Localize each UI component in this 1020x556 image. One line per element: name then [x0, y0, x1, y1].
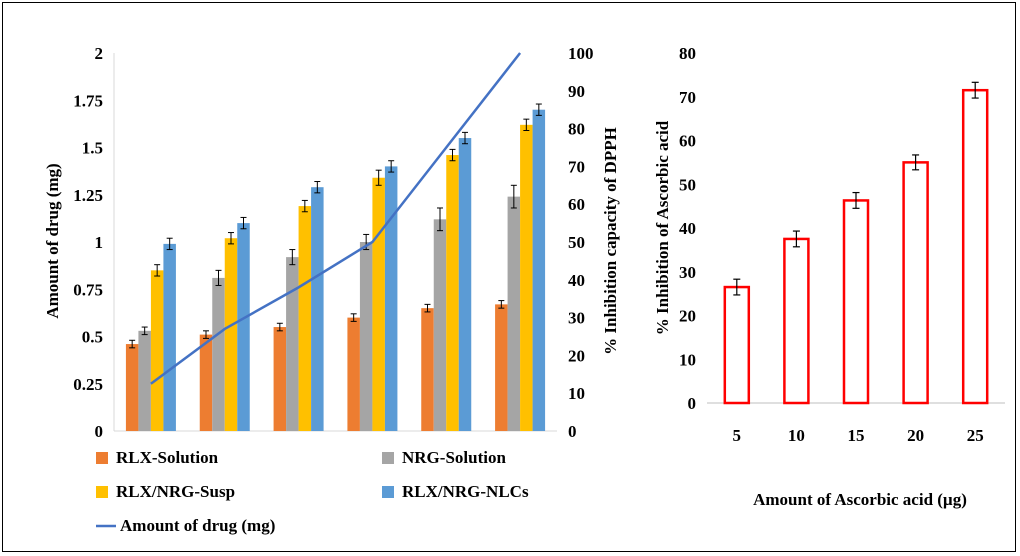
left-y2-tick-label: 0	[568, 422, 577, 441]
bar-nrg-solution	[286, 257, 299, 431]
right-y-tick-label: 40	[679, 219, 696, 238]
bar-rlx-solution	[421, 308, 434, 431]
right-bar	[783, 237, 810, 405]
left-y-tick-label: 1	[95, 233, 104, 252]
bar-rlx-solution	[495, 304, 508, 431]
right-x-tick-label: 25	[967, 426, 984, 445]
bar-nrg-solution	[359, 242, 373, 431]
legend-label: RLX/NRG-Susp	[116, 482, 235, 501]
right-x-tick-label: 20	[907, 426, 924, 445]
left-y2-tick-label: 60	[568, 195, 585, 214]
bar-rlx-nrg-nlcs	[384, 166, 398, 431]
bar-rlx-nrg-susp	[372, 177, 385, 431]
bar-rlx-solution	[347, 317, 360, 431]
right-bar	[842, 199, 870, 405]
bar-rlx-nrg-susp	[520, 124, 533, 431]
line-amount-of-drug	[150, 52, 522, 385]
bar-rlx-nrg-susp	[446, 155, 459, 431]
right-y-tick-label: 70	[679, 88, 696, 107]
bar-nrg-solution	[212, 277, 225, 431]
legend-label: RLX-Solution	[116, 448, 219, 467]
left-y2-tick-label: 40	[568, 271, 585, 290]
left-y-tick-label: 0.75	[73, 280, 103, 299]
right-bar	[723, 285, 751, 405]
bar-rlx-nrg-susp	[224, 238, 238, 431]
left-chart: 0 0.25 0.5 0.75 1 1.25 1.5 1.75 2 0 10 20 30 40 50 60 7…	[43, 44, 620, 535]
bar-rlx-nrg-nlcs	[163, 243, 176, 431]
right-x-tick-label: 15	[848, 426, 865, 445]
left-y-tick-label: 0.25	[73, 375, 103, 394]
bar-rlx-nrg-nlcs	[458, 138, 472, 432]
bar-rlx-nrg-susp	[298, 206, 312, 431]
left-y-tick-label: 1.75	[73, 91, 103, 110]
left-y-tick-label: 1.5	[82, 139, 103, 158]
left-y-tick-label: 0	[95, 422, 104, 441]
left-y2-tick-label: 80	[568, 120, 585, 139]
left-y2-tick-label: 70	[568, 157, 585, 176]
bar-rlx-nrg-nlcs	[237, 223, 250, 431]
legend-swatch-rlx-nrg-susp	[96, 486, 108, 498]
left-y2-tick-label: 20	[568, 346, 585, 365]
legend-label: Amount of drug (mg)	[120, 516, 275, 535]
right-y-tick-label: 50	[679, 175, 696, 194]
right-y-axis-title: % Inhibition of Ascorbic acid	[653, 120, 672, 335]
left-y-tick-label: 0.5	[82, 328, 103, 347]
legend-swatch-rlx-solution	[96, 452, 108, 464]
bar-rlx-solution	[273, 327, 287, 431]
bar-rlx-nrg-nlcs	[311, 187, 324, 431]
right-y-tick-label: 10	[679, 350, 696, 369]
right-bar	[961, 88, 989, 405]
left-y2-tick-label: 50	[568, 233, 585, 252]
left-y-tick-label: 2	[95, 44, 104, 63]
bar-nrg-solution	[433, 219, 447, 431]
left-y-axis-title: Amount of drug (mg)	[43, 163, 62, 318]
right-x-tick-label: 5	[733, 426, 742, 445]
bar-nrg-solution	[507, 196, 521, 431]
right-y-tick-label: 60	[679, 132, 696, 151]
right-chart: 0 10 20 30 40 50 60 70 80 5 10 15 20 25 % Inhibition…	[653, 44, 1005, 509]
legend-swatch-rlx-nrg-nlcs	[382, 486, 394, 498]
right-bar	[902, 161, 929, 405]
bar-nrg-solution	[138, 330, 151, 431]
right-x-axis-title: Amount of Ascorbic acid (µg)	[753, 490, 967, 509]
legend-label: RLX/NRG-NLCs	[402, 482, 529, 501]
left-y2-tick-label: 90	[568, 82, 585, 101]
right-x-tick-label: 10	[788, 426, 805, 445]
left-y-tick-label: 1.25	[73, 186, 103, 205]
legend-swatch-nrg-solution	[382, 452, 394, 464]
left-y2-tick-label: 100	[568, 44, 594, 63]
left-y2-tick-label: 30	[568, 309, 585, 328]
bar-rlx-solution	[125, 344, 139, 431]
bar-rlx-solution	[199, 334, 213, 431]
bar-rlx-nrg-susp	[150, 270, 164, 431]
right-y-tick-label: 80	[679, 44, 696, 63]
right-y-tick-label: 0	[688, 394, 697, 413]
left-y2-tick-label: 10	[568, 384, 585, 403]
right-y-tick-label: 30	[679, 263, 696, 282]
left-legend: RLX-Solution NRG-Solution RLX/NRG-Susp RLX/…	[96, 448, 529, 535]
legend-label: NRG-Solution	[402, 448, 506, 467]
left-y2-axis-title: % Inhibition capacity of DPPH	[601, 127, 620, 355]
bar-rlx-nrg-nlcs	[532, 109, 546, 431]
right-y-tick-label: 20	[679, 307, 696, 326]
